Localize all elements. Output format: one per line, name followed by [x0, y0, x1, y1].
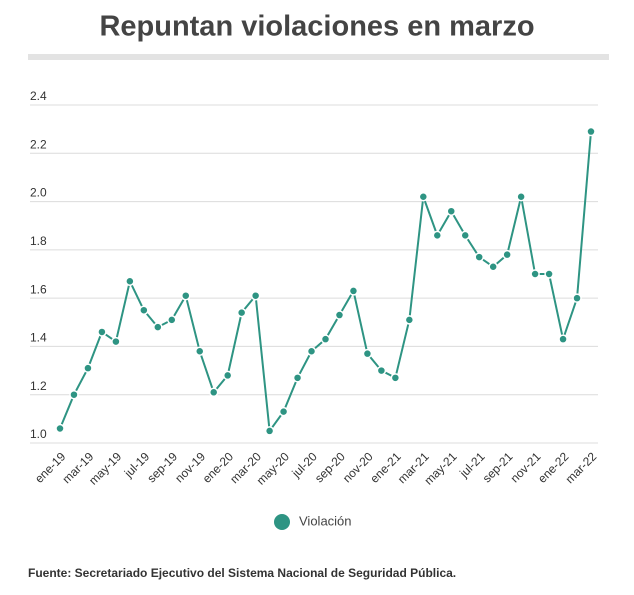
data-point [111, 336, 121, 347]
data-point [404, 315, 415, 325]
y-tick-label: 1.0 [30, 427, 47, 441]
data-point [306, 346, 317, 357]
data-point [488, 262, 498, 272]
data-point [97, 327, 107, 337]
data-point [55, 423, 65, 434]
data-point [348, 286, 359, 296]
data-point [167, 315, 177, 325]
data-point [208, 387, 219, 398]
data-point [558, 334, 568, 344]
data-point [83, 363, 93, 373]
x-tick-label: mar-22 [563, 449, 600, 486]
data-point [69, 389, 79, 400]
data-point [516, 191, 526, 202]
data-point [390, 373, 401, 383]
data-point [572, 293, 582, 303]
y-tick-label: 1.8 [30, 234, 47, 248]
y-tick-label: 2.4 [30, 89, 47, 103]
data-point [446, 206, 457, 216]
y-tick-label: 1.6 [30, 282, 47, 296]
data-point [502, 249, 512, 260]
chart-title: Repuntan violaciones en marzo [99, 11, 534, 43]
data-point [194, 346, 205, 357]
data-point [222, 370, 233, 381]
y-tick-label: 2.2 [30, 137, 47, 151]
legend-swatch [274, 514, 290, 530]
data-point [544, 269, 554, 279]
data-point [139, 305, 149, 315]
x-tick-label: sep-19 [144, 449, 180, 485]
x-tick-label: sep-21 [480, 449, 516, 485]
data-point [250, 290, 261, 301]
data-point [320, 334, 331, 344]
data-point [418, 191, 429, 202]
data-point [586, 126, 596, 137]
y-tick-label: 1.2 [30, 379, 47, 393]
data-point [125, 276, 135, 286]
data-point [334, 310, 345, 320]
legend-label: Violación [299, 513, 352, 528]
data-point [530, 269, 540, 279]
y-tick-label: 1.4 [30, 331, 47, 345]
title-rule [28, 54, 609, 60]
data-point [264, 426, 275, 436]
data-point [362, 348, 373, 359]
data-point [278, 406, 289, 417]
data-point [292, 373, 303, 383]
data-point [432, 230, 443, 241]
data-point [153, 322, 163, 332]
data-point [236, 307, 247, 318]
data-point [376, 365, 387, 376]
series-line [59, 131, 592, 434]
source-note: Fuente: Secretariado Ejecutivo del Siste… [28, 566, 456, 580]
data-point [181, 290, 191, 301]
data-point [460, 230, 470, 241]
y-tick-label: 2.0 [30, 186, 47, 200]
data-point [474, 252, 484, 262]
x-tick-label: sep-20 [312, 449, 348, 485]
